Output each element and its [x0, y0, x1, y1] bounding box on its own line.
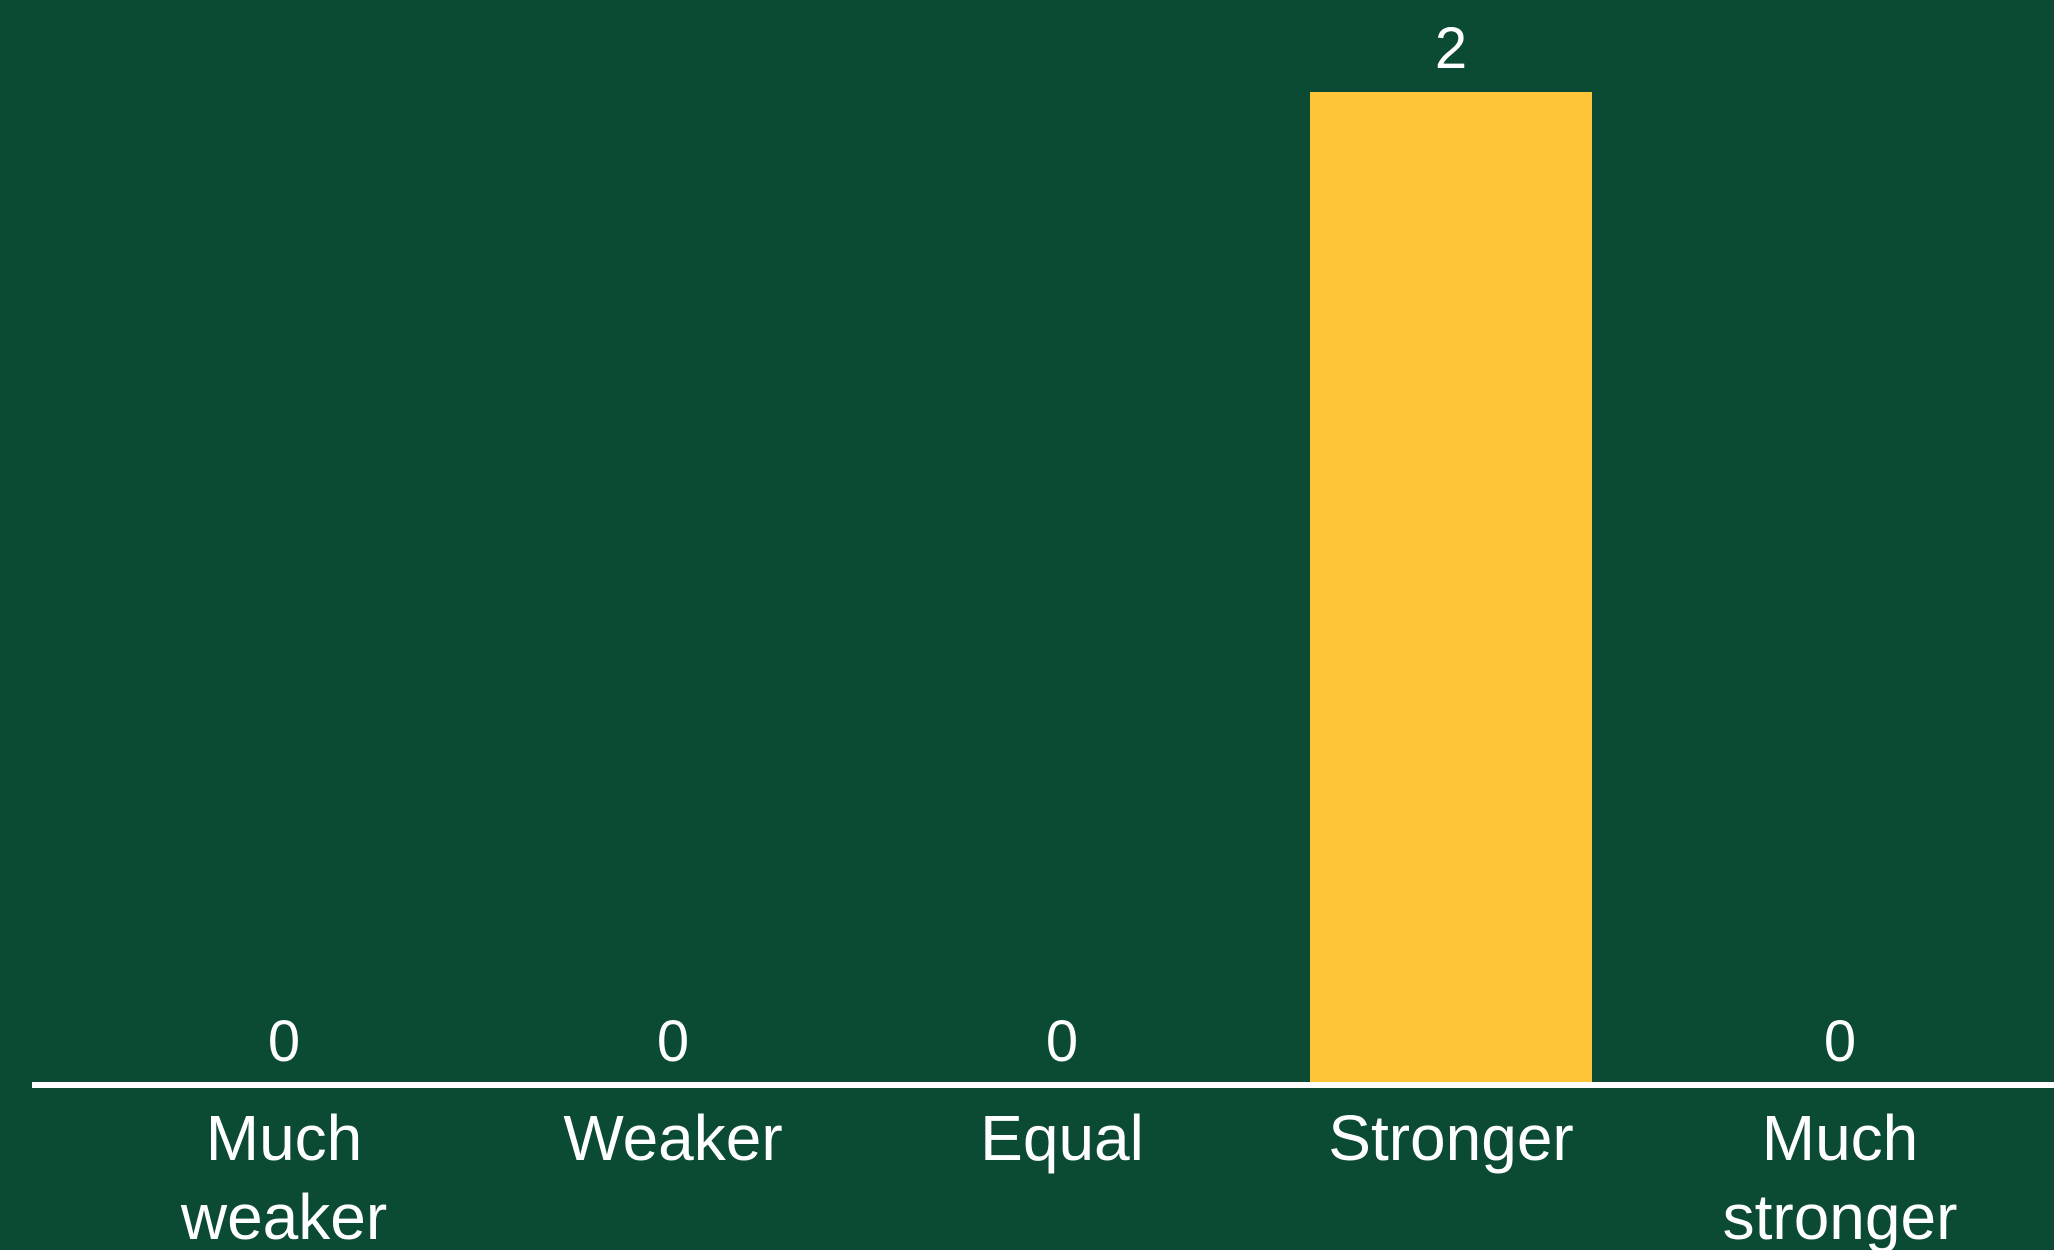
data-label: 0: [1046, 1009, 1078, 1074]
category-label-line: Much: [206, 1102, 363, 1174]
data-label-group: 0 0 0 2 0: [268, 16, 1856, 1074]
category-label: Stronger: [1328, 1102, 1573, 1174]
category-label-line: Equal: [980, 1102, 1144, 1174]
category-label: Much stronger: [1723, 1102, 1958, 1250]
category-label-line: weaker: [180, 1181, 387, 1250]
category-label-line: Weaker: [563, 1102, 782, 1174]
bar: [1310, 92, 1592, 1085]
category-label: Equal: [980, 1102, 1144, 1174]
data-label: 0: [268, 1009, 300, 1074]
category-label-line: Stronger: [1328, 1102, 1573, 1174]
category-label-line: Much: [1762, 1102, 1919, 1174]
category-label-line: stronger: [1723, 1181, 1958, 1250]
category-label: Much weaker: [180, 1102, 387, 1250]
category-label: Weaker: [563, 1102, 782, 1174]
data-label: 0: [657, 1009, 689, 1074]
data-label: 2: [1435, 16, 1467, 81]
bar-group: [1310, 92, 1592, 1085]
category-label-group: Much weaker Weaker Equal Stronger Much stronge…: [180, 1102, 1958, 1250]
data-label: 0: [1824, 1009, 1856, 1074]
